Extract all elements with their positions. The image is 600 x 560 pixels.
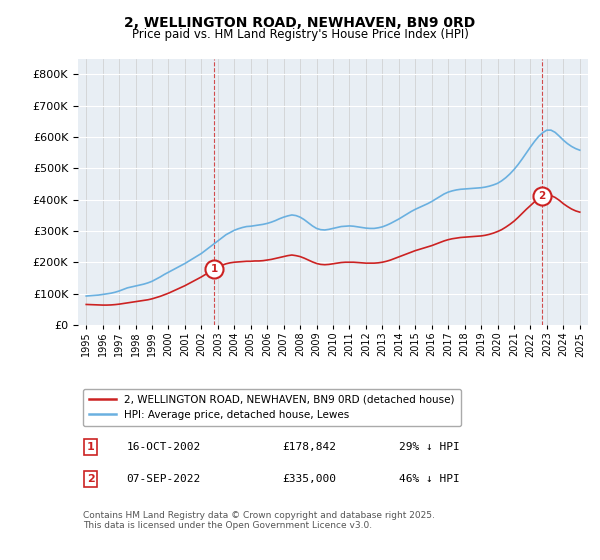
Text: 07-SEP-2022: 07-SEP-2022 (127, 474, 200, 484)
Text: Price paid vs. HM Land Registry's House Price Index (HPI): Price paid vs. HM Land Registry's House … (131, 28, 469, 41)
Text: Contains HM Land Registry data © Crown copyright and database right 2025.
This d: Contains HM Land Registry data © Crown c… (83, 511, 435, 530)
Text: 2: 2 (538, 192, 545, 202)
Text: £178,842: £178,842 (282, 442, 336, 452)
Text: 2, WELLINGTON ROAD, NEWHAVEN, BN9 0RD: 2, WELLINGTON ROAD, NEWHAVEN, BN9 0RD (124, 16, 476, 30)
Text: 1: 1 (211, 264, 218, 274)
Text: 1: 1 (87, 442, 95, 452)
Text: 2: 2 (87, 474, 95, 484)
Text: £335,000: £335,000 (282, 474, 336, 484)
Text: 16-OCT-2002: 16-OCT-2002 (127, 442, 200, 452)
Text: 29% ↓ HPI: 29% ↓ HPI (400, 442, 460, 452)
Text: 46% ↓ HPI: 46% ↓ HPI (400, 474, 460, 484)
Legend: 2, WELLINGTON ROAD, NEWHAVEN, BN9 0RD (detached house), HPI: Average price, deta: 2, WELLINGTON ROAD, NEWHAVEN, BN9 0RD (d… (83, 389, 461, 426)
